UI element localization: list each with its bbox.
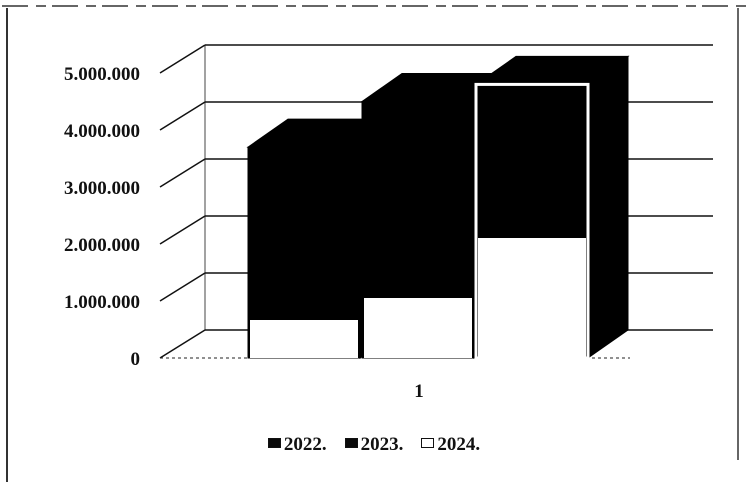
gridline-diagonal: [159, 215, 206, 245]
legend-label: 2023.: [360, 434, 404, 455]
y-tick-label: 2.000.000: [64, 235, 140, 256]
y-tick-label: 4.000.000: [64, 121, 140, 142]
y-tick-label: 3.000.000: [64, 178, 140, 199]
y-tick-label: 5.000.000: [64, 64, 140, 85]
y-tick-label: 1.000.000: [64, 292, 140, 313]
bar-base-2023: [364, 298, 472, 358]
x-tick-label: 1: [414, 381, 424, 402]
legend-label: 2022.: [283, 434, 327, 455]
legend: 2022. 2023. 2024.: [0, 434, 748, 456]
legend-item: 2023.: [344, 434, 404, 456]
gridline-diagonal: [159, 329, 206, 359]
legend-item: 2022.: [267, 434, 327, 456]
legend-label: 2024.: [437, 434, 481, 455]
legend-swatch: [421, 438, 435, 448]
legend-swatch: [344, 438, 358, 448]
legend-swatch: [267, 438, 281, 448]
gridline-diagonal: [159, 158, 206, 188]
y-tick-label: 0: [131, 349, 141, 370]
gridline-diagonal: [159, 101, 206, 131]
gridline-diagonal: [159, 44, 206, 74]
legend-item: 2024.: [421, 434, 480, 456]
bar-base-2022: [250, 320, 358, 358]
bar-base-2024: [478, 238, 586, 358]
gridline-diagonal: [159, 272, 206, 302]
bar-side-2024: [587, 55, 629, 359]
